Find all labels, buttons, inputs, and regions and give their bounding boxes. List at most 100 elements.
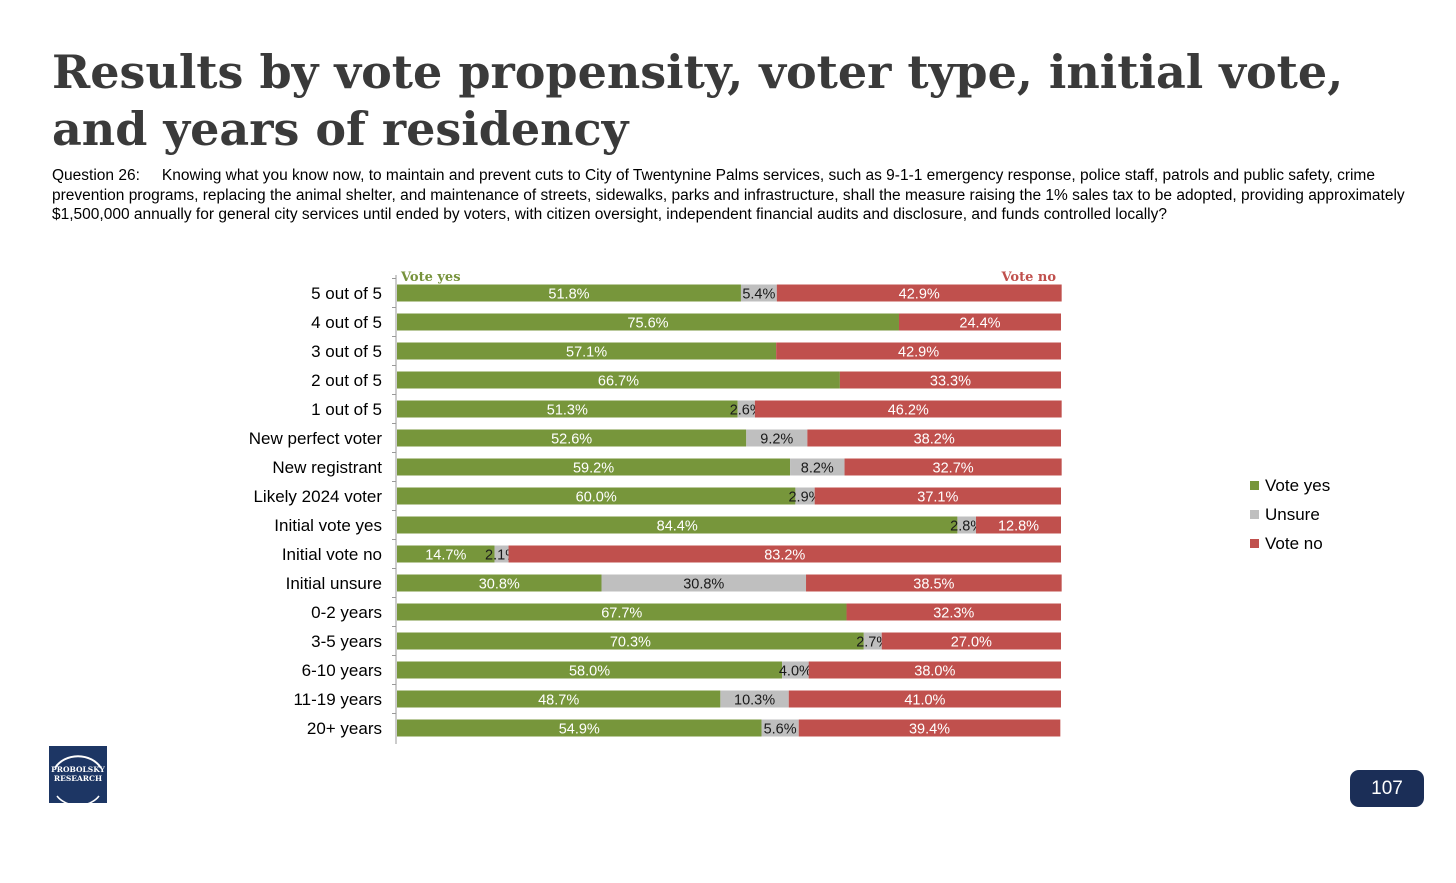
no-bar-segment <box>776 342 1061 360</box>
yes-data-label: 70.3% <box>610 635 651 651</box>
legend-label: Unsure <box>1265 504 1320 524</box>
yes-data-label: 51.3% <box>547 403 588 419</box>
yes-bar-segment <box>397 632 864 650</box>
no-bar-segment <box>788 690 1061 708</box>
no-data-label: 24.4% <box>959 316 1000 332</box>
no-data-label: 42.9% <box>898 345 939 361</box>
unsure-data-label: 4.0% <box>779 664 812 680</box>
yes-data-label: 84.4% <box>657 519 698 535</box>
yes-data-label: 52.6% <box>551 432 592 448</box>
category-label: 0-2 years <box>311 603 382 622</box>
yes-data-label: 75.6% <box>627 316 668 332</box>
page-number-badge: 107 <box>1350 770 1424 807</box>
yes-bar-segment <box>397 690 721 708</box>
unsure-bar-segment <box>957 516 977 534</box>
yes-data-label: 54.9% <box>559 722 600 738</box>
unsure-bar-segment <box>790 458 845 476</box>
question-text: Question 26: Knowing what you know now, t… <box>52 166 1412 225</box>
no-bar-segment <box>808 661 1061 679</box>
category-label: 5 out of 5 <box>311 284 382 303</box>
legend-swatch <box>1250 481 1259 490</box>
no-data-label: 41.0% <box>904 693 945 709</box>
unsure-data-label: 9.2% <box>760 432 793 448</box>
unsure-bar-segment <box>494 545 509 563</box>
category-label: 4 out of 5 <box>311 313 382 332</box>
unsure-bar-segment <box>782 661 809 679</box>
page-title: Results by vote propensity, voter type, … <box>52 45 1344 156</box>
no-bar-segment <box>898 313 1061 331</box>
unsure-bar-segment <box>720 690 789 708</box>
unsure-bar-segment <box>761 719 799 737</box>
legend-label: Vote no <box>1265 533 1323 553</box>
unsure-bar-segment <box>601 574 807 592</box>
yes-bar-segment <box>397 342 777 360</box>
category-label: Initial vote yes <box>274 516 382 535</box>
yes-data-label: 57.1% <box>566 345 607 361</box>
unsure-bar-segment <box>737 400 755 418</box>
no-data-label: 32.7% <box>933 461 974 477</box>
category-label: 1 out of 5 <box>311 400 382 419</box>
legend-item: Unsure <box>1250 500 1330 529</box>
category-label: Initial vote no <box>282 545 382 564</box>
no-bar-segment <box>754 400 1062 418</box>
unsure-data-label: 2.6% <box>730 403 763 419</box>
yes-bar-segment <box>397 429 747 447</box>
legend-item: Vote yes <box>1250 471 1330 500</box>
yes-bar-segment <box>397 603 847 621</box>
category-label: Likely 2024 voter <box>253 487 382 506</box>
legend-item: Vote no <box>1250 529 1330 558</box>
vote-no-header-label: Vote no <box>1001 270 1057 285</box>
yes-data-label: 14.7% <box>425 548 466 564</box>
no-data-label: 38.2% <box>914 432 955 448</box>
vote-yes-header-label: Vote yes <box>400 270 461 285</box>
unsure-data-label: 10.3% <box>734 693 775 709</box>
no-bar-segment <box>846 603 1061 621</box>
no-bar-segment <box>976 516 1061 534</box>
yes-bar-segment <box>397 371 840 389</box>
chart-legend: Vote yes Unsure Vote no <box>1250 471 1330 558</box>
unsure-data-label: 30.8% <box>683 577 724 593</box>
no-bar-segment <box>806 574 1062 592</box>
yes-bar-segment <box>397 719 762 737</box>
no-data-label: 83.2% <box>764 548 805 564</box>
no-data-label: 33.3% <box>930 374 971 390</box>
no-bar-segment <box>881 632 1061 650</box>
logo-text: PROBOLSKY RESEARCH <box>51 765 105 783</box>
no-data-label: 39.4% <box>909 722 950 738</box>
no-bar-segment <box>776 284 1062 302</box>
yes-bar-segment <box>397 516 958 534</box>
unsure-data-label: 2.7% <box>856 635 889 651</box>
category-label: 20+ years <box>307 719 382 738</box>
no-data-label: 32.3% <box>933 606 974 622</box>
category-label: New perfect voter <box>249 429 383 448</box>
unsure-bar-segment <box>795 487 815 505</box>
no-bar-segment <box>807 429 1061 447</box>
logo-arc-icon <box>54 755 102 803</box>
yes-data-label: 51.8% <box>548 287 589 303</box>
yes-data-label: 60.0% <box>576 490 617 506</box>
yes-data-label: 67.7% <box>601 606 642 622</box>
question-label: Question 26: <box>52 167 140 184</box>
no-data-label: 27.0% <box>951 635 992 651</box>
unsure-data-label: 5.6% <box>764 722 797 738</box>
yes-data-label: 58.0% <box>569 664 610 680</box>
no-bar-segment <box>814 487 1061 505</box>
yes-bar-segment <box>397 574 602 592</box>
yes-data-label: 66.7% <box>598 374 639 390</box>
category-label: Initial unsure <box>286 574 382 593</box>
no-data-label: 42.9% <box>899 287 940 303</box>
yes-data-label: 48.7% <box>538 693 579 709</box>
yes-bar-segment <box>397 458 791 476</box>
yes-data-label: 59.2% <box>573 461 614 477</box>
category-label: 3-5 years <box>311 632 382 651</box>
no-bar-segment <box>798 719 1061 737</box>
no-bar-segment <box>839 371 1061 389</box>
yes-bar-segment <box>397 400 738 418</box>
legend-swatch <box>1250 539 1259 548</box>
category-label: 6-10 years <box>302 661 382 680</box>
category-label: 2 out of 5 <box>311 371 382 390</box>
unsure-bar-segment <box>746 429 808 447</box>
no-data-label: 38.0% <box>914 664 955 680</box>
yes-bar-segment <box>397 545 495 563</box>
